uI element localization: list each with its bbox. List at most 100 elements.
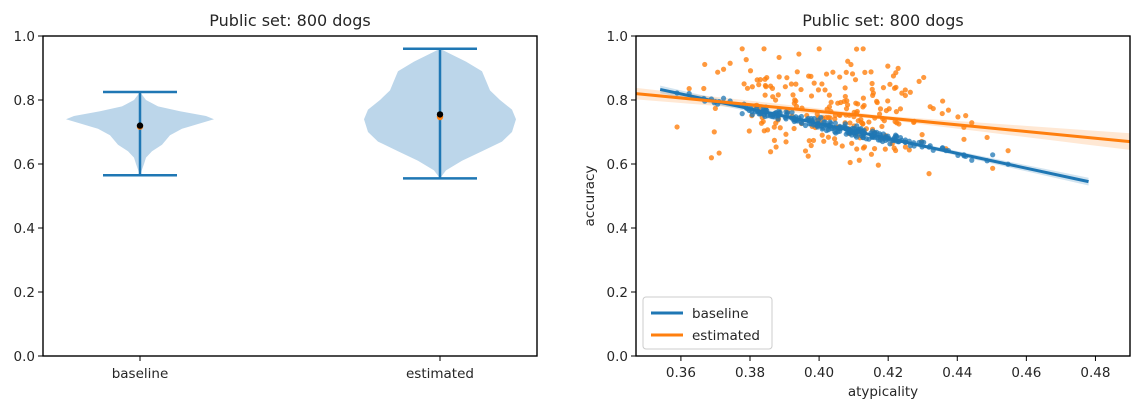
scatter-point-estimated (860, 120, 866, 127)
scatter-point-estimated (831, 136, 838, 142)
scatter-point-baseline (802, 122, 809, 129)
scatter-point-estimated (762, 92, 768, 98)
scatter-point-estimated (783, 131, 789, 137)
scatter-point-estimated (819, 132, 825, 138)
scatter-point-estimated (870, 92, 876, 98)
violin-mean-marker-baseline (136, 122, 144, 129)
scatter-point-estimated (776, 54, 782, 61)
legend-label-baseline: baseline (692, 306, 749, 322)
scatter-point-estimated (757, 77, 763, 83)
x-tick-label: 0.42 (873, 365, 903, 381)
scatter-point-estimated (764, 127, 771, 133)
scatter-point-estimated (885, 98, 891, 104)
scatter-point-estimated (885, 63, 891, 69)
x-tick-label: 0.36 (666, 365, 696, 381)
scatter-point-estimated (893, 84, 899, 90)
scatter-point-baseline (832, 120, 838, 126)
scatter-point-estimated (808, 142, 814, 149)
scatter-point-estimated (1005, 148, 1011, 154)
scatter-point-estimated (897, 106, 904, 112)
scatter-point-estimated (858, 116, 864, 123)
scatter-point-estimated (930, 105, 936, 112)
y-axis-label: accuracy (582, 166, 598, 227)
scatter-point-estimated (849, 140, 855, 146)
scatter-point-estimated (895, 65, 901, 71)
regression-line-baseline (659, 87, 1089, 184)
violin-plot-frame (42, 35, 538, 357)
scatter-point-estimated (961, 136, 967, 142)
scatter-point-estimated (808, 73, 814, 79)
scatter-point-estimated (761, 46, 767, 52)
scatter-point-estimated (776, 74, 782, 80)
scatter-point-estimated (741, 81, 747, 87)
scatter-point-baseline (785, 110, 791, 116)
scatter-point-estimated (777, 125, 783, 131)
scatter-point-estimated (739, 46, 745, 52)
scatter-point-estimated (882, 146, 888, 152)
y-tick-label: 0.4 (607, 221, 628, 237)
scatter-point-estimated (808, 93, 815, 99)
scatter-point-estimated (894, 120, 900, 126)
scatter-point-estimated (847, 159, 853, 166)
scatter-panel: Public set: 800 dogs 0.00.20.40.60.81.0 … (582, 11, 1131, 400)
scatter-point-estimated (769, 85, 776, 91)
scatter-point-estimated (866, 119, 872, 125)
x-axis-label: atypicality (848, 384, 918, 400)
scatter-point-estimated (880, 85, 887, 91)
x-tick-label: 0.40 (804, 365, 834, 381)
y-tick-label: 0.2 (607, 285, 628, 301)
scatter-point-baseline (887, 141, 893, 147)
scatter-point-estimated (805, 153, 811, 159)
violin-mean-marker-estimated (436, 111, 444, 118)
scatter-point-estimated (806, 138, 812, 144)
scatter-point-estimated (890, 73, 897, 79)
scatter-point-baseline (919, 139, 925, 145)
scatter-point-estimated (821, 138, 827, 144)
violin-x-ticks: baseline estimated (112, 356, 474, 382)
scatter-point-estimated (842, 85, 848, 91)
scatter-point-estimated (823, 71, 830, 77)
scatter-point-estimated (716, 150, 722, 156)
violin-bodies (66, 47, 516, 180)
scatter-point-estimated (762, 76, 768, 82)
scatter-point-baseline (875, 137, 881, 143)
scatter-point-estimated (727, 60, 733, 66)
scatter-point-estimated (940, 98, 946, 104)
legend-label-estimated: estimated (692, 328, 760, 344)
scatter-point-estimated (701, 85, 707, 92)
scatter-point-estimated (849, 71, 856, 77)
x-tick-label: 0.38 (735, 365, 765, 381)
y-tick-label: 0.4 (14, 221, 35, 237)
scatter-point-estimated (842, 93, 848, 100)
scatter-point-estimated (715, 69, 721, 75)
scatter-point-estimated (771, 137, 778, 143)
scatter-point-estimated (763, 84, 769, 90)
scatter-point-estimated (749, 84, 755, 90)
scatter-point-estimated (844, 102, 851, 108)
scatter-point-baseline (880, 138, 886, 145)
scatter-point-estimated (847, 120, 853, 126)
legend: baseline estimated (642, 296, 773, 350)
scatter-point-estimated (773, 120, 779, 126)
scatter-point-estimated (945, 107, 952, 113)
y-tick-label: 0.6 (607, 157, 628, 173)
scatter-point-estimated (879, 123, 885, 130)
scatter-point-estimated (811, 80, 817, 86)
scatter-point-estimated (802, 148, 809, 154)
scatter-point-estimated (926, 171, 932, 177)
scatter-point-estimated (747, 68, 754, 74)
scatter-point-estimated (963, 113, 969, 119)
scatter-point-estimated (902, 144, 909, 150)
scatter-point-estimated (830, 69, 836, 75)
scatter-point-estimated (674, 124, 680, 130)
scatter-point-estimated (921, 74, 927, 81)
scatter-point-estimated (720, 66, 727, 72)
y-tick-label: 0.8 (14, 93, 35, 109)
scatter-point-estimated (824, 106, 830, 112)
scatter-point-estimated (868, 69, 874, 75)
scatter-point-estimated (712, 105, 718, 112)
violin-y-ticks: 0.0 0.2 0.4 0.6 0.8 1.0 (14, 29, 43, 365)
scatter-point-estimated (877, 106, 884, 112)
scatter-point-estimated (906, 147, 912, 153)
scatter-point-estimated (793, 81, 799, 87)
